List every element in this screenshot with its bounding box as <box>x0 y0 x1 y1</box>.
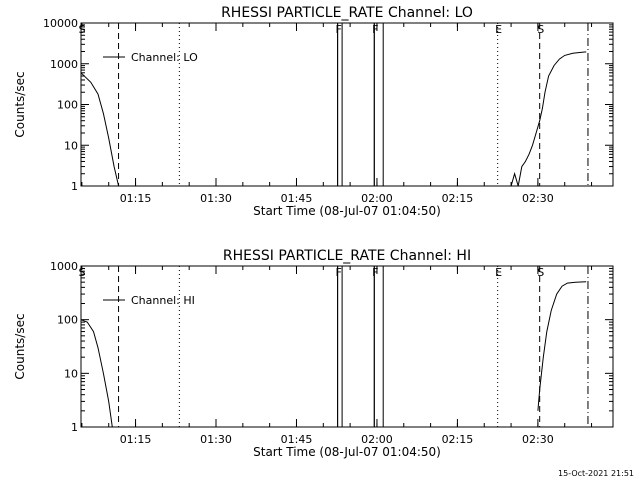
panel2-y-tick-label: 1000 <box>50 260 78 273</box>
panel1-x-tick-label: 02:30 <box>522 192 554 205</box>
panel1-series-line <box>80 72 120 187</box>
timestamp-label: 15-Oct-2021 21:51 <box>558 469 634 478</box>
panel2-y-tick-label: 100 <box>57 314 78 327</box>
panel1-event-marker-label: S <box>537 23 544 36</box>
panel2-y-axis-label: Counts/sec <box>13 313 27 379</box>
panel1-x-tick-label: 02:15 <box>442 192 474 205</box>
panel2-x-tick-label: 01:45 <box>281 433 313 446</box>
panel1-legend-label: Channel: LO <box>131 51 198 64</box>
panel1-series-line <box>510 51 587 187</box>
panel2-x-tick-label: 01:30 <box>200 433 232 446</box>
panel2-series-line <box>537 281 587 411</box>
panel2-y-tick-label: 1 <box>71 421 78 434</box>
panel2-chart-title: RHESSI PARTICLE_RATE Channel: HI <box>223 248 471 264</box>
panel1-x-tick-label: 01:45 <box>281 192 313 205</box>
panel2-plot-frame <box>80 265 614 428</box>
panel1-event-marker-label: E <box>495 23 502 36</box>
panel2-x-tick-label: 02:00 <box>361 433 393 446</box>
panel1-y-axis-label: Counts/sec <box>13 71 27 137</box>
panel1-x-axis-label: Start Time (08-Jul-07 01:04:50) <box>253 204 441 218</box>
panel1-y-tick-label: 1000 <box>50 58 78 71</box>
panel1-chart-title: RHESSI PARTICLE_RATE Channel: LO <box>221 5 473 21</box>
panel1-plot-frame <box>80 22 614 187</box>
panel2-event-marker-label: F <box>372 266 378 279</box>
panel2-event-marker-label: S <box>79 266 86 279</box>
panel1-event-marker-label: F <box>372 23 378 36</box>
panel2-x-axis-label: Start Time (08-Jul-07 01:04:50) <box>253 445 441 459</box>
panel1-y-tick-label: 1 <box>71 180 78 193</box>
panel1-y-tick-label: 100 <box>57 99 78 112</box>
panel2-x-tick-label: 01:15 <box>120 433 152 446</box>
panel1-event-marker-label: S <box>79 23 86 36</box>
panel2-x-tick-label: 02:15 <box>442 433 474 446</box>
panel1-event-marker-label: F <box>335 23 341 36</box>
panel1-x-tick-label: 01:15 <box>120 192 152 205</box>
panel2-event-marker-label: E <box>495 266 502 279</box>
panel2-series-line <box>80 319 113 428</box>
panel2-x-tick-label: 02:30 <box>522 433 554 446</box>
panel2-legend-label: Channel: HI <box>131 294 195 307</box>
panel2-event-marker-label: S <box>537 266 544 279</box>
panel1-y-tick-label: 10 <box>64 139 78 152</box>
panel1-x-tick-label: 01:30 <box>200 192 232 205</box>
panel1-y-tick-label: 10000 <box>43 17 78 30</box>
panel2-event-marker-label: F <box>335 266 341 279</box>
panel2-y-tick-label: 10 <box>64 367 78 380</box>
panel1-x-tick-label: 02:00 <box>361 192 393 205</box>
